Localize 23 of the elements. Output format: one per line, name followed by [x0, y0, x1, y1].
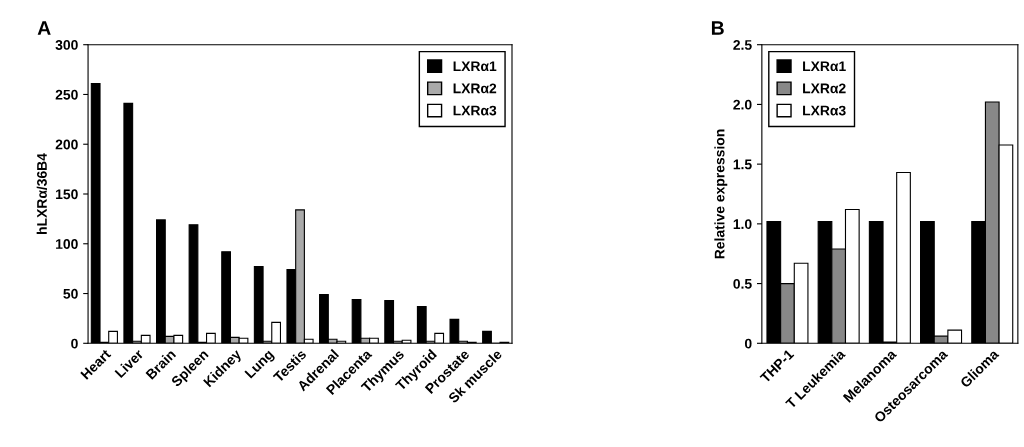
y-tick-label: 0 [744, 338, 752, 349]
y-tick-label: 150 [56, 189, 78, 200]
legend-label: LXRα3 [803, 105, 846, 116]
y-tick-label: 2.5 [733, 40, 752, 50]
chart-title: B [711, 21, 724, 35]
legend-label: LXRα3 [453, 105, 497, 116]
y-tick-label: 0.5 [733, 278, 752, 289]
y-tick-label: 50 [63, 288, 78, 299]
y-tick-label: 1.0 [733, 219, 752, 230]
legend-label: LXRα1 [803, 61, 846, 72]
y-tick-label: 2.0 [733, 99, 752, 110]
legend-label: LXRα2 [803, 83, 846, 94]
chart-title: A [37, 21, 51, 35]
legend-label: LXRα1 [453, 61, 497, 72]
y-tick-label: 100 [56, 239, 78, 249]
y-axis-title: hLXRα/36B4 [36, 153, 48, 234]
y-tick-label: 300 [55, 40, 78, 50]
y-tick-label: 0 [71, 338, 78, 349]
y-tick-label: 250 [55, 89, 78, 100]
legend-label: LXRα2 [453, 83, 497, 94]
y-tick-label: 200 [55, 139, 78, 150]
y-axis-title: Relative expression [714, 129, 728, 259]
y-tick-label: 1.5 [733, 159, 752, 170]
